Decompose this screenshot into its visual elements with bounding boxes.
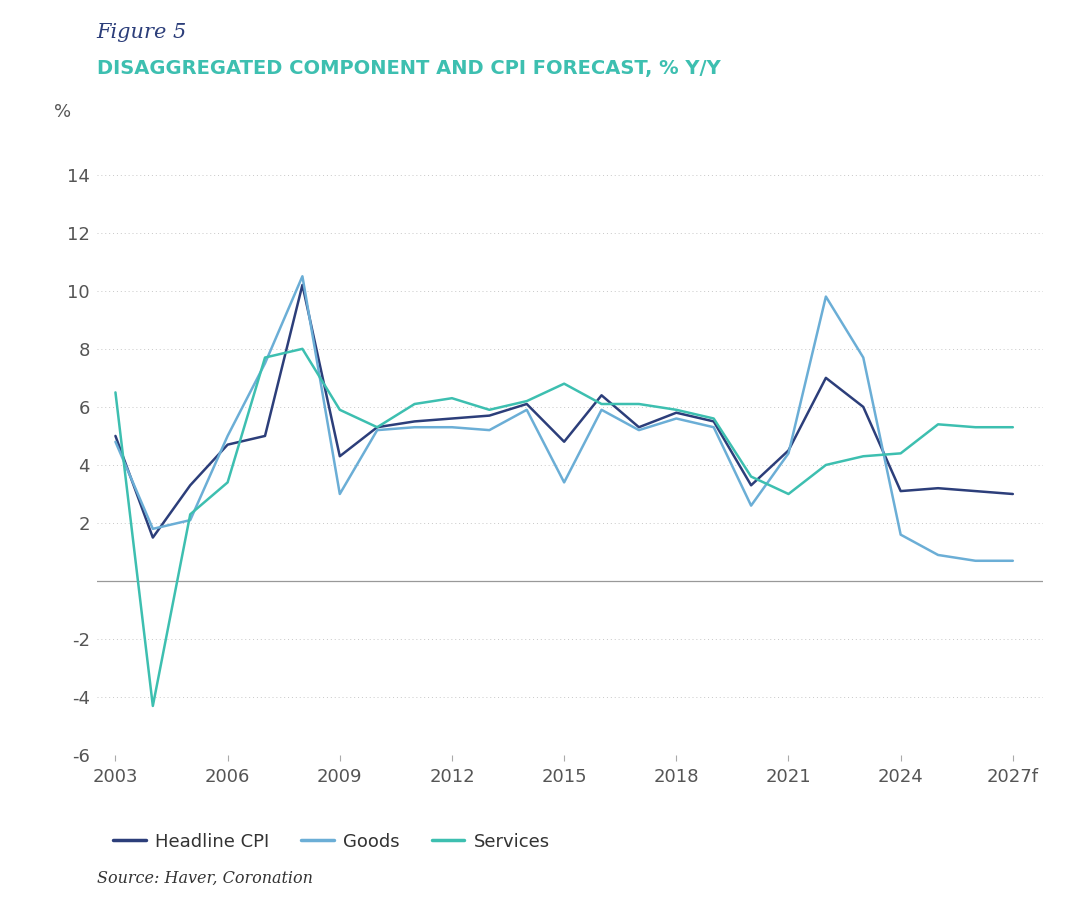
Headline CPI [596, 389, 608, 400]
Goods [408, 421, 421, 432]
Headline CPI [558, 436, 571, 447]
Services [1006, 421, 1019, 432]
Headline CPI [483, 410, 496, 421]
Headline CPI [371, 421, 384, 432]
Goods [632, 425, 645, 436]
Goods [745, 501, 758, 511]
Goods [1006, 555, 1019, 566]
Goods [596, 404, 608, 415]
Services [184, 509, 197, 520]
Goods [296, 271, 309, 282]
Services [483, 404, 496, 415]
Goods [333, 489, 346, 500]
Services [259, 352, 272, 363]
Line: Services: Services [115, 349, 1013, 706]
Headline CPI [333, 450, 346, 461]
Services [221, 477, 234, 488]
Goods [221, 430, 234, 441]
Services [782, 489, 794, 500]
Goods [109, 436, 121, 447]
Headline CPI [707, 416, 720, 427]
Headline CPI [819, 372, 832, 383]
Headline CPI [109, 430, 121, 441]
Text: %: % [54, 103, 71, 121]
Headline CPI [520, 399, 533, 410]
Goods [932, 550, 945, 561]
Goods [445, 421, 458, 432]
Goods [483, 425, 496, 436]
Headline CPI [894, 486, 907, 497]
Goods [520, 404, 533, 415]
Headline CPI [969, 486, 981, 497]
Headline CPI [445, 413, 458, 424]
Goods [146, 523, 159, 534]
Headline CPI [932, 482, 945, 493]
Text: Figure 5: Figure 5 [97, 23, 187, 42]
Services [894, 448, 907, 459]
Line: Headline CPI: Headline CPI [115, 285, 1013, 538]
Goods [782, 448, 794, 459]
Goods [670, 413, 683, 424]
Headline CPI [408, 416, 421, 427]
Goods [857, 352, 870, 363]
Services [146, 701, 159, 712]
Goods [371, 425, 384, 436]
Headline CPI [146, 532, 159, 543]
Services [819, 460, 832, 470]
Goods [819, 291, 832, 302]
Goods [707, 421, 720, 432]
Services [932, 419, 945, 430]
Goods [184, 515, 197, 526]
Text: DISAGGREGATED COMPONENT AND CPI FORECAST, % Y/Y: DISAGGREGATED COMPONENT AND CPI FORECAST… [97, 59, 720, 78]
Services [632, 399, 645, 410]
Headline CPI [632, 421, 645, 432]
Services [408, 399, 421, 410]
Line: Goods: Goods [115, 277, 1013, 561]
Headline CPI [296, 279, 309, 290]
Services [371, 421, 384, 432]
Headline CPI [221, 440, 234, 450]
Services [520, 396, 533, 407]
Headline CPI [782, 445, 794, 456]
Goods [259, 358, 272, 369]
Services [445, 393, 458, 404]
Goods [894, 530, 907, 541]
Services [670, 404, 683, 415]
Legend: Headline CPI, Goods, Services: Headline CPI, Goods, Services [105, 825, 557, 858]
Goods [558, 477, 571, 488]
Services [857, 450, 870, 461]
Headline CPI [259, 430, 272, 441]
Headline CPI [857, 401, 870, 412]
Text: Source: Haver, Coronation: Source: Haver, Coronation [97, 870, 313, 887]
Services [596, 399, 608, 410]
Services [558, 379, 571, 389]
Services [296, 343, 309, 354]
Goods [969, 555, 981, 566]
Services [745, 471, 758, 482]
Services [109, 387, 121, 398]
Headline CPI [184, 480, 197, 490]
Services [969, 421, 981, 432]
Services [333, 404, 346, 415]
Headline CPI [745, 480, 758, 490]
Headline CPI [670, 408, 683, 419]
Services [707, 413, 720, 424]
Headline CPI [1006, 489, 1019, 500]
